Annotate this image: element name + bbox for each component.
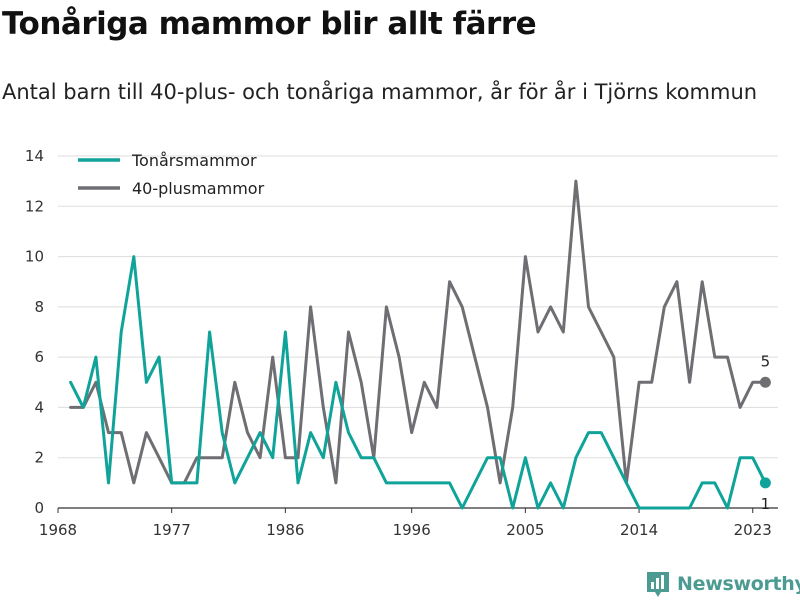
chart-title: Tonåriga mammor blir allt färre <box>2 6 537 42</box>
x-tick-label: 2014 <box>620 521 658 539</box>
x-tick-label: 1977 <box>153 521 191 539</box>
x-tick-label: 1986 <box>266 521 304 539</box>
y-tick-label: 12 <box>25 197 44 215</box>
brand-logo[interactable]: Newsworthy <box>645 568 800 600</box>
axes: 0 2 4 6 8 10 12 14 1968 1977 1986 1996 2005 2014 2023 <box>25 147 778 539</box>
chart-subtitle: Antal barn till 40-plus- och tonåriga ma… <box>2 80 758 104</box>
series-end-label: 5 <box>761 352 771 370</box>
y-tick-label: 6 <box>34 348 44 366</box>
grid-lines <box>58 155 778 459</box>
series-end-label: 1 <box>761 495 771 513</box>
y-tick-label: 4 <box>34 398 44 416</box>
legend: Tonårsmammor 40-plusmammor <box>78 151 265 198</box>
series-line-tonarsmammor <box>69 255 767 510</box>
y-tick-label: 2 <box>34 449 44 467</box>
x-tick-label: 1996 <box>393 521 431 539</box>
y-tick-label: 10 <box>25 248 44 266</box>
series-line-40-plusmammor <box>69 179 767 485</box>
y-tick-label: 14 <box>25 147 44 165</box>
y-tick-label: 0 <box>34 499 44 517</box>
series-end-point <box>759 376 771 388</box>
series-end-point <box>759 477 771 489</box>
x-tick-label: 2023 <box>734 521 772 539</box>
x-tick-label: 2005 <box>506 521 544 539</box>
brand-name: Newsworthy <box>677 573 800 595</box>
series-lines: 51 <box>69 179 771 513</box>
x-tick-label: 1968 <box>39 521 77 539</box>
bar-chart-logo-icon <box>647 572 669 597</box>
y-tick-label: 8 <box>34 298 44 316</box>
legend-label: 40-plusmammor <box>132 179 265 198</box>
legend-label: Tonårsmammor <box>131 151 257 170</box>
